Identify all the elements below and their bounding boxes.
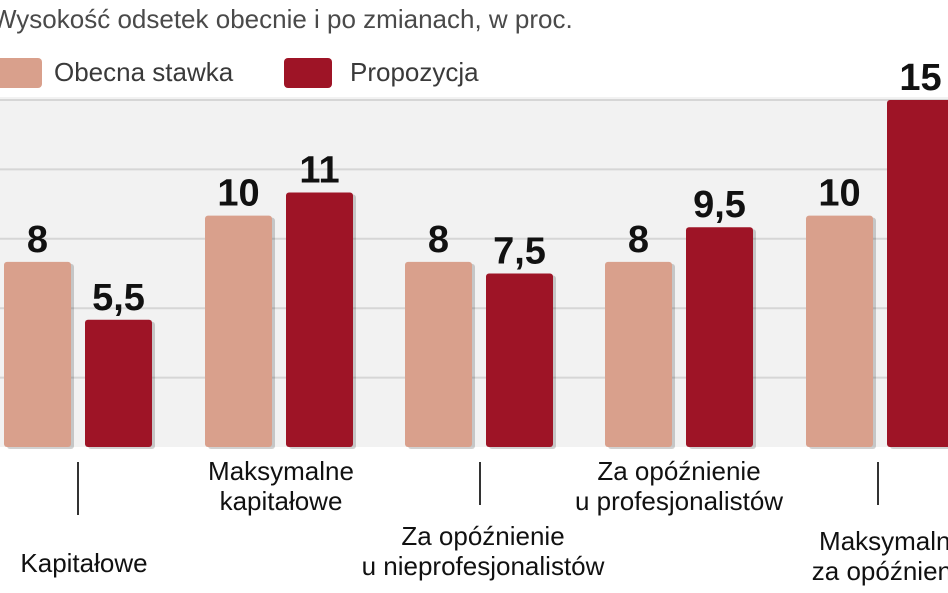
chart-title: Wysokość odsetek obecnie i po zmianach, … <box>0 4 573 34</box>
value-label-obecna-stawka-0: 8 <box>27 219 48 261</box>
category-label-za-opoznienie-profesjonalistow: Za opóźnienie u profesjonalistów <box>574 456 784 516</box>
category-label-za-opoznienie-nieprofesjonalistow: Za opóźnienie u nieprofesjonalistów <box>361 521 605 581</box>
value-label-obecna-stawka-3: 8 <box>628 219 649 261</box>
value-label-propozycja-3: 9,5 <box>693 184 746 226</box>
plot-background <box>0 97 948 447</box>
value-label-obecna-stawka-2: 8 <box>428 219 449 261</box>
gridlines <box>0 99 948 379</box>
value-label-propozycja-2: 7,5 <box>493 231 546 273</box>
bar-obecna-stawka-4 <box>806 215 873 447</box>
bars <box>4 100 948 449</box>
legend-label-obecna-stawka: Obecna stawka <box>54 57 234 87</box>
bar-obecna-stawka-2 <box>405 261 472 447</box>
bar-propozycja-4 <box>887 100 948 447</box>
plot-area <box>0 97 948 447</box>
bar-propozycja-3 <box>686 227 753 447</box>
bar-propozycja-0 <box>85 319 152 447</box>
bar-obecna-stawka-1 <box>205 215 272 447</box>
value-label-obecna-stawka-1: 10 <box>217 173 259 215</box>
bar-propozycja-2 <box>486 273 553 447</box>
legend-swatch-propozycja <box>284 58 332 88</box>
category-label-maksymalne-za-opoznienie: Maksymalne za opóźnienie <box>811 526 948 586</box>
bar-propozycja-1 <box>286 192 353 447</box>
category-dividers <box>77 462 879 515</box>
category-label-maksymalne-kapitalowe: Maksymalne kapitałowe <box>208 456 354 516</box>
legend-swatch-obecna-stawka <box>0 58 42 88</box>
legend-label-propozycja: Propozycja <box>350 57 479 87</box>
bar-obecna-stawka-3 <box>605 261 672 447</box>
category-label-kapitalowe: Kapitałowe <box>20 548 148 578</box>
value-label-propozycja-0: 5,5 <box>92 277 145 319</box>
value-label-propozycja-4: 15 <box>899 57 941 99</box>
bar-obecna-stawka-0 <box>4 261 71 447</box>
value-label-propozycja-1: 11 <box>299 150 339 192</box>
value-label-obecna-stawka-4: 10 <box>818 173 860 215</box>
value-labels: 8 5,5 10 11 8 7,5 8 9,5 10 15 <box>27 57 942 319</box>
